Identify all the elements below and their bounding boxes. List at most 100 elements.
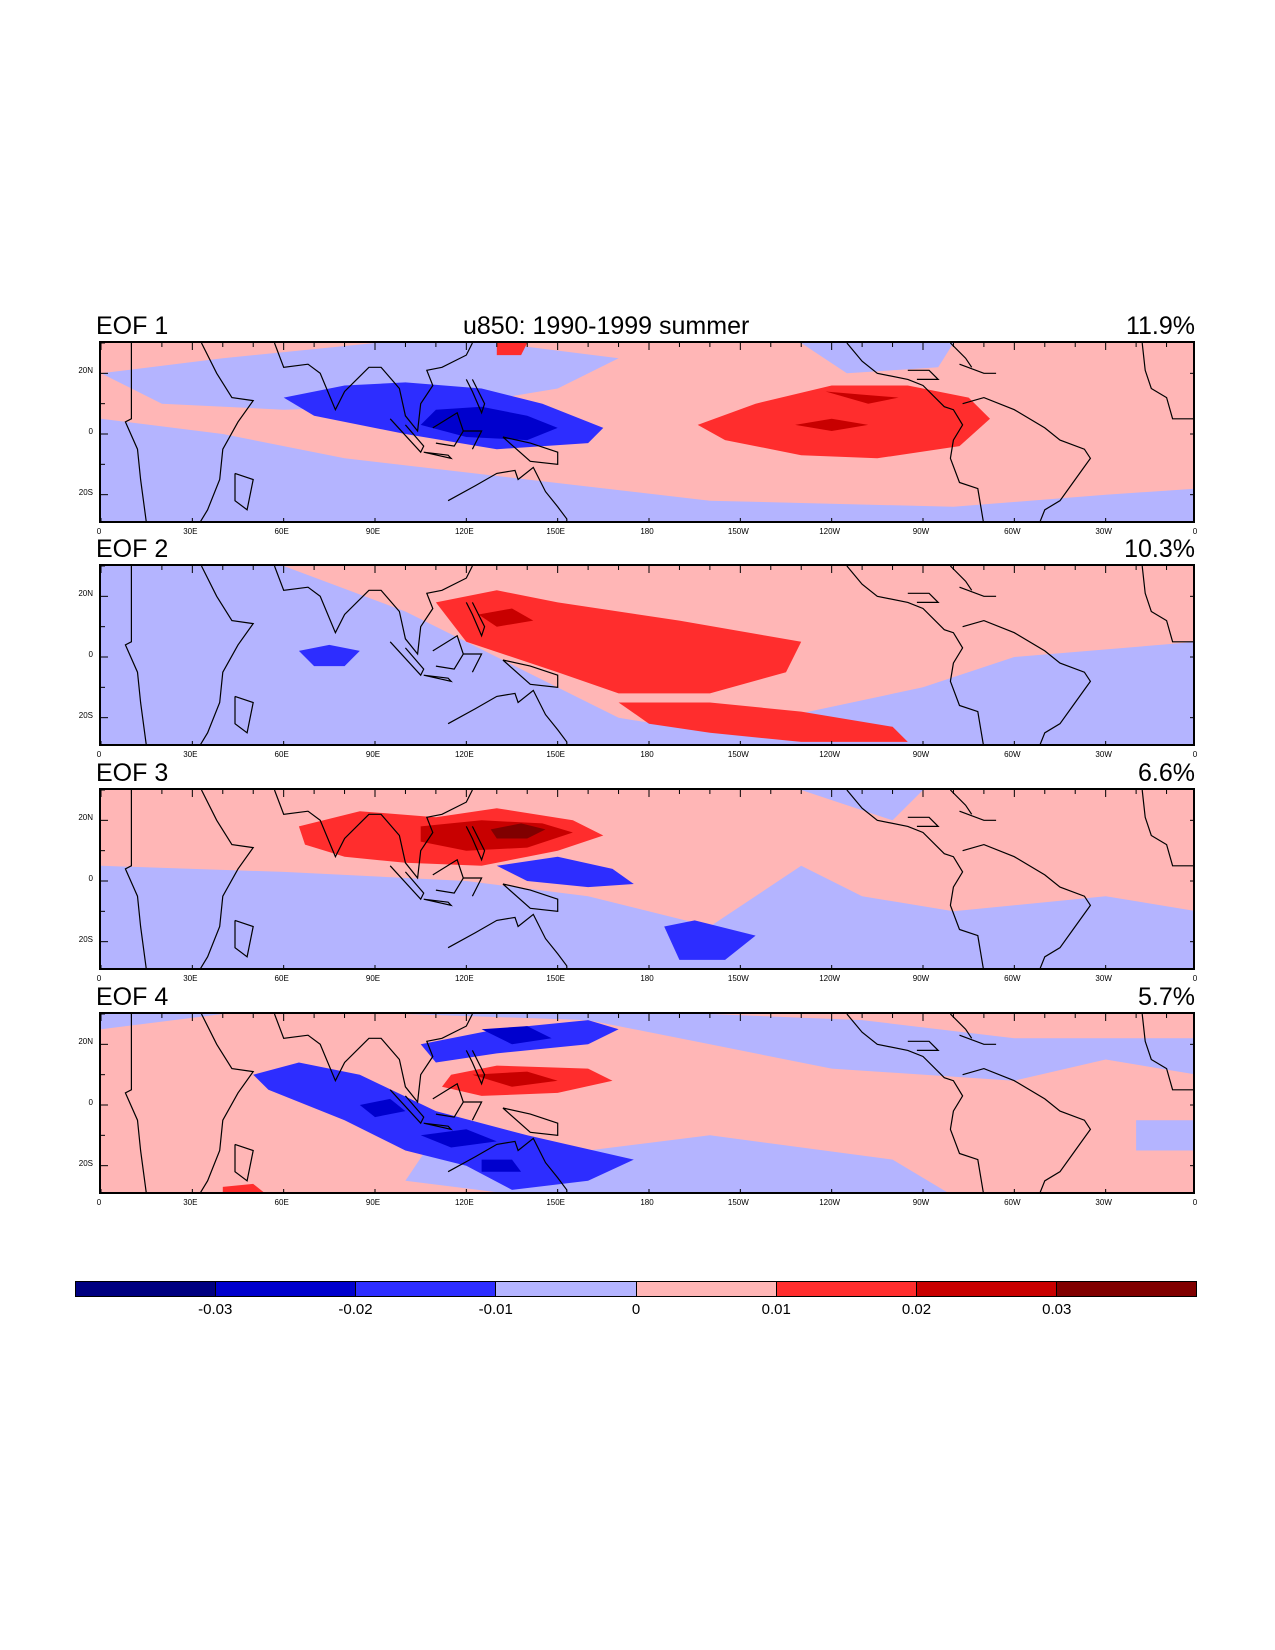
coastline — [200, 566, 255, 744]
coastline — [124, 790, 147, 968]
coastline — [465, 1050, 486, 1086]
coastline — [234, 1143, 254, 1182]
coastline — [273, 566, 473, 656]
lon-tick-label: 90E — [365, 750, 381, 759]
coastline — [234, 919, 254, 958]
coastline — [423, 898, 453, 907]
lat-tick-label: 20N — [78, 1037, 93, 1047]
coastline — [447, 1137, 568, 1192]
coastline — [846, 1014, 984, 1192]
coastline — [200, 790, 255, 968]
panel-label: EOF 1 — [96, 312, 169, 340]
coastline — [273, 790, 473, 880]
lat-tick-label: 20N — [78, 813, 93, 823]
lon-tick-label: 0 — [1192, 527, 1198, 536]
lon-tick-label: 150E — [546, 1198, 565, 1207]
lat-tick-label: 20S — [78, 710, 93, 720]
lon-tick-label: 150E — [546, 750, 565, 759]
lon-tick-label: 60W — [1004, 527, 1021, 536]
coastline — [907, 1040, 940, 1052]
coastline — [124, 566, 147, 744]
colorbar-box — [496, 1282, 637, 1296]
coastline — [502, 883, 559, 912]
coastline — [465, 602, 486, 638]
lon-tick-label: 0 — [1192, 750, 1198, 759]
figure-title: u850: 1990-1999 summer — [463, 312, 750, 340]
lat-tick-label: 20N — [78, 589, 93, 599]
contour-region — [481, 1159, 522, 1172]
lon-tick-label: 30W — [1095, 750, 1112, 759]
lon-tick-label: 90W — [912, 527, 930, 536]
map-plot — [101, 1014, 1193, 1192]
colorbar-label: 0 — [631, 1301, 641, 1318]
coastline — [502, 1107, 559, 1136]
colorbar-box — [216, 1282, 357, 1296]
colorbar-label: -0.03 — [198, 1301, 233, 1318]
lon-tick-label: 90W — [912, 1198, 930, 1207]
colorbar-box — [636, 1282, 777, 1296]
coastline — [907, 816, 940, 828]
lon-tick-label: 30E — [183, 750, 198, 759]
coastline — [465, 379, 486, 415]
coastline — [463, 877, 483, 897]
coastline — [423, 1122, 453, 1131]
lon-tick-label: 60E — [274, 750, 289, 759]
map-plot — [101, 790, 1193, 968]
coastline — [447, 466, 568, 521]
coastline — [463, 430, 483, 450]
lon-tick-label: 120W — [819, 750, 841, 759]
lon-tick-label: 180 — [640, 527, 654, 536]
lon-tick-label: 30W — [1095, 974, 1112, 983]
panel-variance: 6.6% — [1138, 759, 1195, 787]
lat-tick-label: 0 — [88, 650, 93, 659]
lat-tick-label: 20S — [78, 934, 93, 944]
lon-tick-label: 150W — [727, 974, 749, 983]
colorbar-box — [1056, 1282, 1196, 1296]
coastline — [949, 566, 973, 591]
lon-tick-label: 150W — [727, 527, 749, 536]
lon-tick-label: 0 — [96, 527, 102, 536]
coastline — [389, 418, 425, 454]
lat-tick-label: 20N — [78, 366, 93, 376]
lon-tick-label: 0 — [96, 750, 102, 759]
contour-region — [478, 608, 534, 627]
coastline — [959, 1034, 997, 1045]
contour-region — [222, 1183, 264, 1192]
lon-tick-label: 60E — [274, 1198, 289, 1207]
lon-tick-label: 0 — [96, 974, 102, 983]
contour-region — [825, 391, 899, 404]
lon-tick-label: 60W — [1004, 1198, 1021, 1207]
coastline — [959, 810, 997, 821]
contour-region — [490, 823, 546, 839]
coastline — [949, 1014, 973, 1039]
coastline — [124, 343, 147, 521]
lon-tick-label: 60W — [1004, 974, 1021, 983]
coastline — [234, 695, 254, 734]
contour-region — [420, 406, 558, 441]
contour-region — [496, 343, 528, 356]
lon-tick-label: 0 — [1192, 1198, 1198, 1207]
lon-tick-label: 0 — [96, 1198, 102, 1207]
coastline — [949, 790, 973, 815]
panel-label: EOF 4 — [96, 983, 169, 1011]
coastline — [959, 586, 997, 597]
coastline — [447, 913, 568, 968]
lon-tick-label: 180 — [640, 974, 654, 983]
contour-region — [101, 418, 1193, 521]
coastline — [962, 1067, 1092, 1192]
lon-tick-label: 90E — [365, 1198, 381, 1207]
panel-variance: 11.9% — [1125, 312, 1195, 340]
coastline — [962, 843, 1092, 968]
contour-region — [101, 566, 1193, 744]
coastline — [846, 343, 984, 521]
colorbar — [75, 1281, 1197, 1297]
lon-tick-label: 120W — [819, 1198, 841, 1207]
lon-tick-label: 120E — [454, 750, 474, 759]
coastline — [234, 472, 254, 511]
map-panel — [99, 564, 1195, 746]
coastline — [389, 1089, 425, 1125]
contour-region — [496, 856, 634, 888]
lon-tick-label: 30W — [1095, 1198, 1112, 1207]
lon-tick-label: 30E — [183, 1198, 198, 1207]
lon-tick-label: 120E — [454, 1198, 474, 1207]
